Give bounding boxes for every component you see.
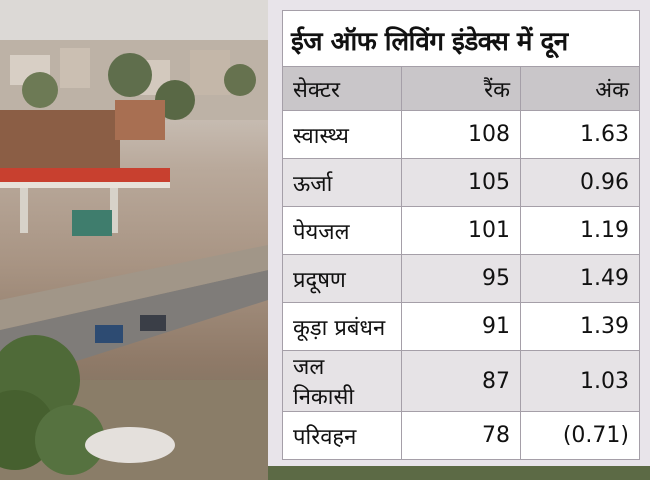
data-table-panel: ईज ऑफ लिविंग इंडेक्स में दून सेक्टर रैंक… [268,0,650,466]
rank-cell: 87 [401,350,521,412]
rank-cell: 105 [401,158,521,207]
rank-cell: 78 [401,411,521,460]
score-cell: 1.19 [520,206,640,255]
table-title: ईज ऑफ लिविंग इंडेक्स में दून [282,10,640,67]
rank-cell: 95 [401,254,521,303]
table-row: ऊर्जा 105 0.96 [282,158,640,207]
table-header-row: सेक्टर रैंक अंक [282,66,640,111]
score-cell: 1.39 [520,302,640,351]
rank-cell: 91 [401,302,521,351]
score-cell: 1.03 [520,350,640,412]
sector-cell: कूड़ा प्रबंधन [282,302,402,351]
sector-cell: प्रदूषण [282,254,402,303]
score-cell: 1.49 [520,254,640,303]
table-title-row: ईज ऑफ लिविंग इंडेक्स में दून [282,10,640,67]
ease-of-living-table: ईज ऑफ लिविंग इंडेक्स में दून सेक्टर रैंक… [282,10,640,460]
table-row: पेयजल 101 1.19 [282,206,640,255]
sector-cell: पेयजल [282,206,402,255]
score-cell: 0.96 [520,158,640,207]
rank-cell: 101 [401,206,521,255]
sector-cell: परिवहन [282,411,402,460]
sector-cell: स्वास्थ्य [282,110,402,159]
table-row: कूड़ा प्रबंधन 91 1.39 [282,302,640,351]
score-cell: (0.71) [520,411,640,460]
score-cell: 1.63 [520,110,640,159]
column-header-score: अंक [520,66,640,111]
sector-cell: ऊर्जा [282,158,402,207]
table-row: परिवहन 78 (0.71) [282,411,640,460]
sector-cell: जल निकासी [282,350,402,412]
column-header-rank: रैंक [401,66,521,111]
table-row: स्वास्थ्य 108 1.63 [282,110,640,159]
column-header-sector: सेक्टर [282,66,402,111]
table-row: प्रदूषण 95 1.49 [282,254,640,303]
table-row: जल निकासी 87 1.03 [282,350,640,412]
rank-cell: 108 [401,110,521,159]
